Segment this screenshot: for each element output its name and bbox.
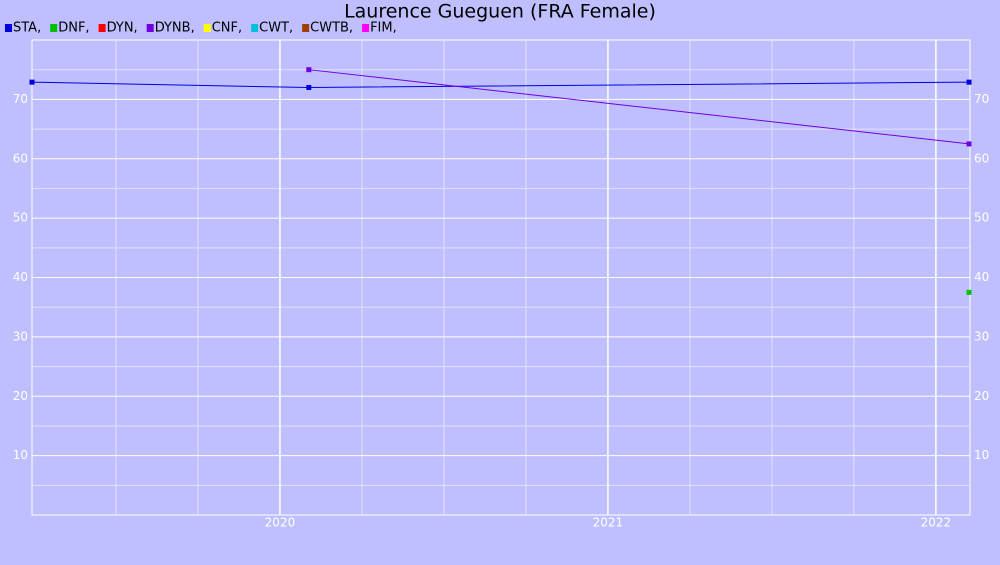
data-point	[966, 79, 972, 85]
legend-label: CWTB,	[310, 21, 353, 36]
y2-tick-label: 30	[974, 329, 989, 343]
legend-swatch	[146, 24, 154, 32]
legend-swatch	[251, 24, 259, 32]
legend-label: DYN,	[107, 21, 138, 36]
y-tick-label: 60	[13, 151, 28, 165]
legend-swatch	[98, 24, 106, 32]
legend-label: STA,	[13, 21, 41, 36]
legend-label: FIM,	[370, 21, 397, 36]
data-point	[306, 67, 312, 73]
x-tick-label: 2021	[593, 516, 624, 530]
legend-swatch	[362, 24, 370, 32]
legend-label: CWT,	[259, 21, 293, 36]
y-tick-label: 10	[13, 448, 28, 462]
legend-swatch	[203, 24, 211, 32]
y-tick-label: 30	[13, 329, 28, 343]
data-point	[966, 289, 972, 295]
chart-title: Laurence Gueguen (FRA Female)	[344, 1, 656, 23]
legend-label: CNF,	[212, 21, 242, 36]
data-point	[966, 141, 972, 147]
data-point	[29, 79, 35, 85]
y-tick-label: 20	[13, 389, 28, 403]
y-tick-label: 40	[13, 270, 28, 284]
legend-label: DNF,	[58, 21, 89, 36]
y2-tick-label: 60	[974, 151, 989, 165]
y-tick-label: 70	[13, 92, 28, 106]
legend-swatch	[5, 24, 12, 32]
y2-tick-label: 10	[974, 448, 989, 462]
legend-label: DYNB,	[155, 21, 195, 36]
legend-swatch	[50, 24, 58, 32]
x-tick-label: 2020	[265, 516, 296, 530]
series-line	[31, 81, 970, 89]
y2-tick-label: 50	[974, 211, 989, 225]
y2-tick-label: 70	[974, 92, 989, 106]
y2-tick-label: 40	[974, 270, 989, 284]
y2-tick-label: 20	[974, 389, 989, 403]
x-tick-label: 2022	[921, 516, 952, 530]
legend-swatch	[302, 24, 310, 32]
series-line	[308, 69, 970, 145]
data-point	[306, 85, 312, 90]
y-tick-label: 50	[13, 211, 28, 225]
